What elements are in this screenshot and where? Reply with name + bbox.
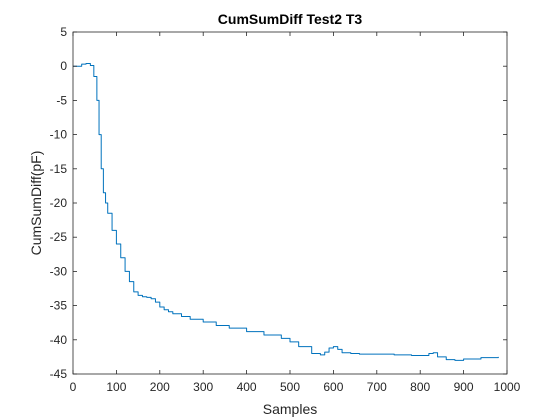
x-tick-label: 300	[193, 380, 213, 394]
x-tick-label: 700	[367, 380, 387, 394]
y-tick-label: 5	[60, 25, 67, 39]
chart-title: CumSumDiff Test2 T3	[218, 11, 363, 27]
y-tick-label: -40	[50, 333, 68, 347]
plot-area	[73, 32, 507, 374]
y-axis-label: CumSumDiff(pF)	[28, 151, 44, 256]
series-line-0	[73, 62, 499, 361]
axes-box	[72, 31, 508, 375]
series-layer	[73, 62, 499, 361]
y-tick-label: -30	[50, 264, 68, 278]
y-tick-label: 0	[60, 59, 67, 73]
x-tick-label: 1000	[494, 380, 521, 394]
x-tick-label: 800	[410, 380, 430, 394]
y-tick-label: -5	[56, 93, 67, 107]
x-axis-label: Samples	[263, 401, 317, 417]
y-tick-label: -20	[50, 196, 68, 210]
y-tick-label: -35	[50, 299, 68, 313]
y-ticks: 5 0 -5 -10 -15 -20 -25 -30 -35 -40 -45	[50, 25, 507, 381]
x-tick-label: 600	[323, 380, 343, 394]
y-tick-label: -25	[50, 230, 68, 244]
y-tick-label: -45	[50, 367, 68, 381]
x-tick-label: 200	[150, 380, 170, 394]
y-tick-label: -15	[50, 162, 68, 176]
x-tick-label: 500	[280, 380, 300, 394]
y-tick-label: -10	[50, 128, 68, 142]
x-tick-label: 900	[454, 380, 474, 394]
x-ticks: 0 100 200 300 400 500 600 700 800 900 1000	[70, 32, 521, 394]
x-tick-label: 0	[70, 380, 77, 394]
x-tick-label: 100	[106, 380, 126, 394]
x-tick-label: 400	[237, 380, 257, 394]
